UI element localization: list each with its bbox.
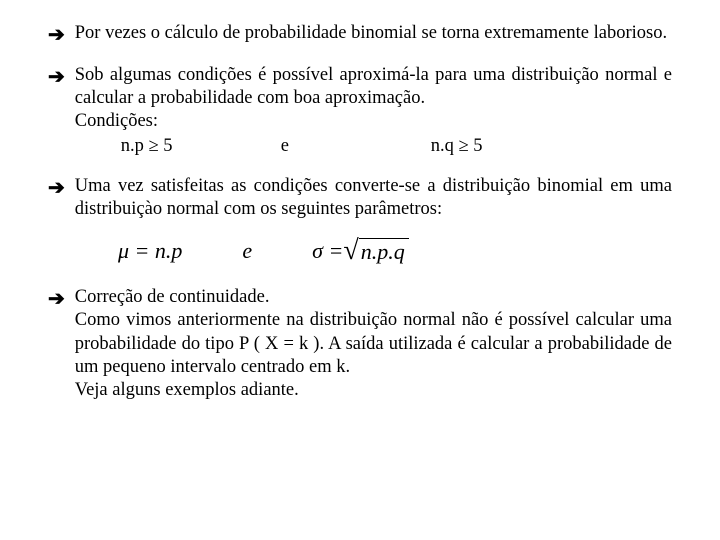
bullet-3-text: Uma vez satisfeitas as condições convert… (75, 175, 672, 221)
formula-sigma-rhs: n.p.q (359, 238, 409, 263)
bullet-1: ➔ Por vezes o cálculo de probabilidade b… (48, 22, 672, 48)
cond-a: n.p ≥ 5 (75, 135, 281, 158)
formula-mu: μ = n.p (118, 237, 182, 265)
bullet-4-title: Correção de continuidade. (75, 287, 270, 307)
cond-b: n.q ≥ 5 (431, 135, 672, 158)
bullet-4-body: Correção de continuidade. Como vimos ant… (75, 286, 672, 402)
arrow-icon: ➔ (48, 287, 65, 312)
cond-mid: e (281, 135, 431, 158)
bullet-4: ➔ Correção de continuidade. Como vimos a… (48, 286, 672, 402)
sqrt-icon: √ n.p.q (343, 238, 408, 263)
bullet-3: ➔ Uma vez satisfeitas as condições conve… (48, 175, 672, 221)
conditions-row: n.p ≥ 5 e n.q ≥ 5 (75, 135, 672, 158)
formula-sigma-lhs: σ = (312, 237, 343, 265)
formula-sigma: σ = √ n.p.q (312, 237, 409, 265)
formula-mu-text: μ = n.p (118, 237, 182, 265)
arrow-icon: ➔ (48, 65, 65, 90)
bullet-2-line1: Sob algumas condições é possível aproxim… (75, 65, 672, 108)
bullet-2: ➔ Sob algumas condições é possível aprox… (48, 64, 672, 159)
bullet-2-body: Sob algumas condições é possível aproxim… (75, 64, 672, 159)
arrow-icon: ➔ (48, 23, 65, 48)
bullet-4-line: Como vimos anteriormente na distribuição… (75, 310, 672, 376)
bullet-1-text: Por vezes o cálculo de probabilidade bin… (75, 22, 672, 45)
arrow-icon: ➔ (48, 176, 65, 201)
radical-icon: √ (343, 238, 358, 263)
formula-mid: e (242, 237, 252, 265)
bullet-2-condlabel: Condições: (75, 111, 158, 131)
slide-content: ➔ Por vezes o cálculo de probabilidade b… (0, 0, 720, 438)
bullet-4-line2: Veja alguns exemplos adiante. (75, 380, 299, 400)
formula-row: μ = n.p e σ = √ n.p.q (48, 237, 672, 265)
